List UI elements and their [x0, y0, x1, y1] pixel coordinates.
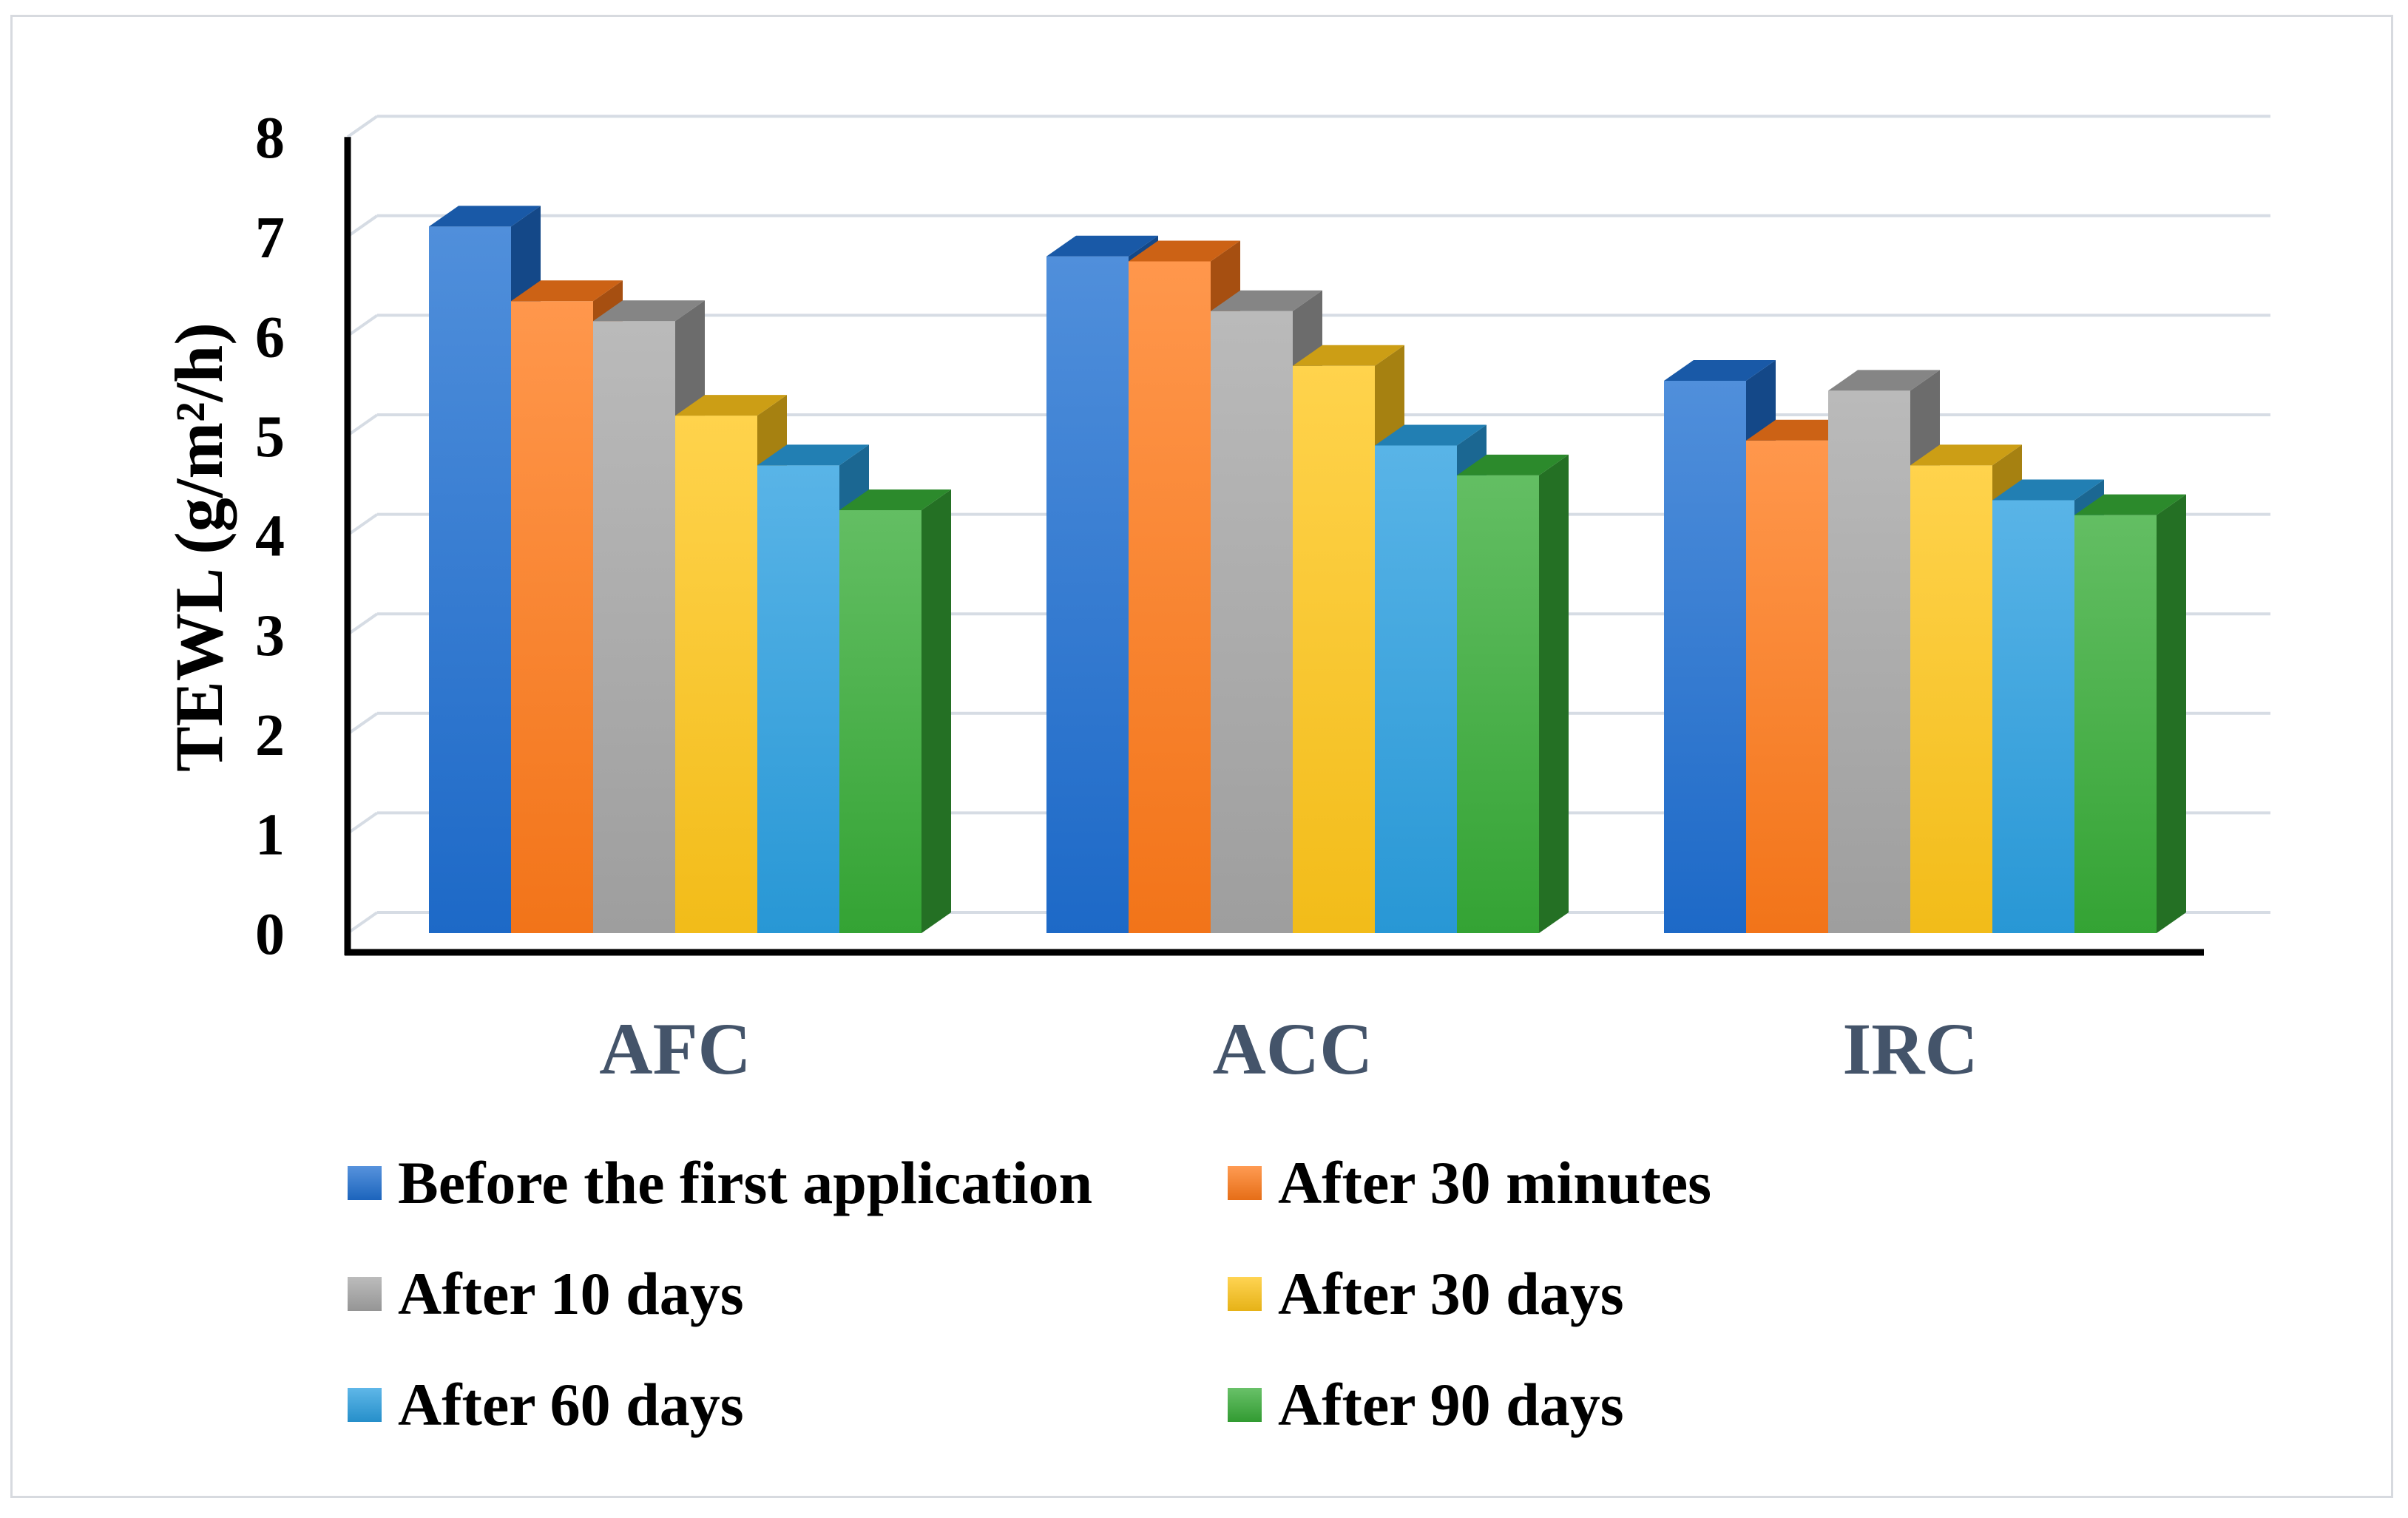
bar-top [1992, 479, 2104, 501]
y-axis-label: TEWL (g/m²/h) [161, 322, 237, 772]
legend-swatch [1228, 1277, 1262, 1311]
y-tick-label: 6 [255, 305, 285, 370]
legend-label: After 30 minutes [1278, 1149, 1712, 1216]
bar [839, 489, 951, 933]
bar-side [921, 489, 951, 933]
bar-front [1211, 311, 1293, 933]
legend: Before the first application After 30 min… [348, 1146, 2196, 1471]
bar-front [593, 321, 675, 934]
bar-front [1129, 261, 1211, 933]
legend-item: After 10 days [348, 1257, 744, 1331]
bar-front [1992, 500, 2074, 933]
bar-front [2074, 515, 2157, 933]
gridline-depth [346, 115, 379, 138]
bar-front [1746, 440, 1828, 933]
legend-item: After 90 days [1228, 1368, 1624, 1442]
y-tick-label: 2 [255, 703, 285, 768]
bar-top [1375, 424, 1487, 446]
y-tick-labels: 0 1 2 3 4 5 6 7 8 [255, 106, 285, 967]
legend-swatch [348, 1388, 382, 1422]
axes [344, 137, 2204, 956]
bar-front [757, 465, 839, 933]
bar-front [1457, 475, 1539, 933]
bar-front [1664, 380, 1746, 933]
bar-top [1910, 444, 2022, 466]
bar-front [675, 416, 757, 933]
legend-label: After 10 days [398, 1260, 744, 1327]
bar [1457, 454, 1569, 933]
gridline-depth [346, 512, 379, 537]
y-tick-label: 1 [255, 802, 285, 867]
legend-label: Before the first application [398, 1149, 1093, 1216]
bar-front [1828, 390, 1910, 933]
bar-front [1293, 365, 1375, 933]
bar-top [1129, 240, 1240, 262]
bar-top [2074, 494, 2186, 515]
bar-top [675, 395, 787, 416]
y-tick-label: 3 [255, 603, 285, 668]
bar-side [2157, 494, 2186, 933]
bar [1293, 345, 1404, 933]
legend-item: Before the first application [348, 1146, 1092, 1220]
category-label: AFC [599, 1008, 751, 1090]
gridline-depth [346, 612, 379, 636]
y-tick-label: 0 [255, 902, 285, 967]
legend-swatch [348, 1166, 382, 1200]
bar-front [1046, 256, 1129, 934]
legend-label: After 30 days [1278, 1260, 1624, 1327]
bars [429, 206, 2186, 934]
bar-top [1293, 345, 1404, 366]
bar-top [757, 444, 869, 466]
gridline-depth [346, 911, 379, 935]
bar-front [839, 509, 921, 933]
category-label: ACC [1213, 1008, 1373, 1090]
legend-swatch [1228, 1388, 1262, 1422]
gridline-depth [346, 712, 379, 736]
bar-top [839, 489, 951, 510]
legend-item: After 30 days [1228, 1257, 1624, 1331]
y-tick-label: 4 [255, 504, 285, 569]
gridline-depth [346, 811, 379, 836]
bar-top [1664, 359, 1776, 381]
bar-top [429, 206, 541, 227]
legend-swatch [1228, 1166, 1262, 1200]
legend-item: After 30 minutes [1228, 1146, 1711, 1220]
bar-top [1211, 290, 1322, 311]
category-labels: AFC ACC IRC [599, 1008, 1978, 1090]
bar-front [429, 226, 511, 934]
bar-top [1046, 235, 1158, 257]
bar-top [593, 300, 705, 322]
bar-side [1539, 454, 1569, 933]
legend-label: After 90 days [1278, 1371, 1624, 1438]
bar-front [1910, 465, 1992, 933]
legend-label: After 60 days [398, 1371, 744, 1438]
bar [2074, 494, 2186, 933]
bar-top [1457, 454, 1569, 475]
y-tick-label: 7 [255, 206, 285, 271]
bar-top [511, 280, 623, 302]
y-tick-label: 8 [255, 106, 285, 171]
gridline-depth [346, 413, 379, 437]
gridline-depth [346, 214, 379, 238]
category-label: IRC [1842, 1008, 1978, 1090]
bar-top [1828, 370, 1940, 391]
legend-swatch [348, 1277, 382, 1311]
gridline-depth [346, 314, 379, 338]
y-tick-label: 5 [255, 404, 285, 470]
legend-item: After 60 days [348, 1368, 744, 1442]
bar-front [1375, 445, 1457, 933]
bar-front [511, 301, 593, 933]
